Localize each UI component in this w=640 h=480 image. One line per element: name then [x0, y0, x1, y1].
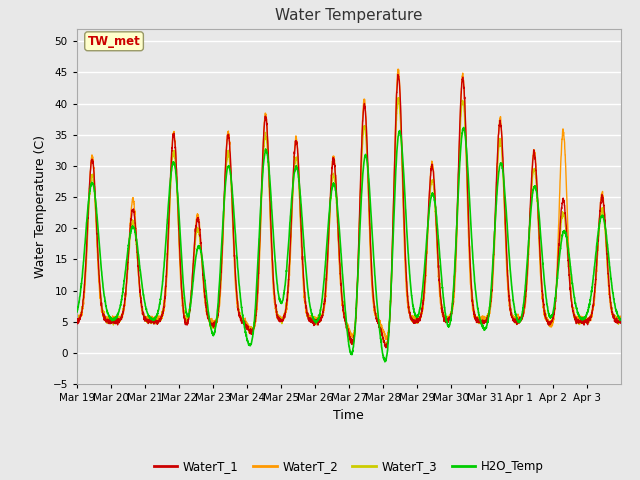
- Text: TW_met: TW_met: [88, 35, 140, 48]
- Legend: WaterT_1, WaterT_2, WaterT_3, H2O_Temp: WaterT_1, WaterT_2, WaterT_3, H2O_Temp: [148, 455, 549, 478]
- X-axis label: Time: Time: [333, 408, 364, 421]
- Title: Water Temperature: Water Temperature: [275, 9, 422, 24]
- Y-axis label: Water Temperature (C): Water Temperature (C): [34, 135, 47, 278]
